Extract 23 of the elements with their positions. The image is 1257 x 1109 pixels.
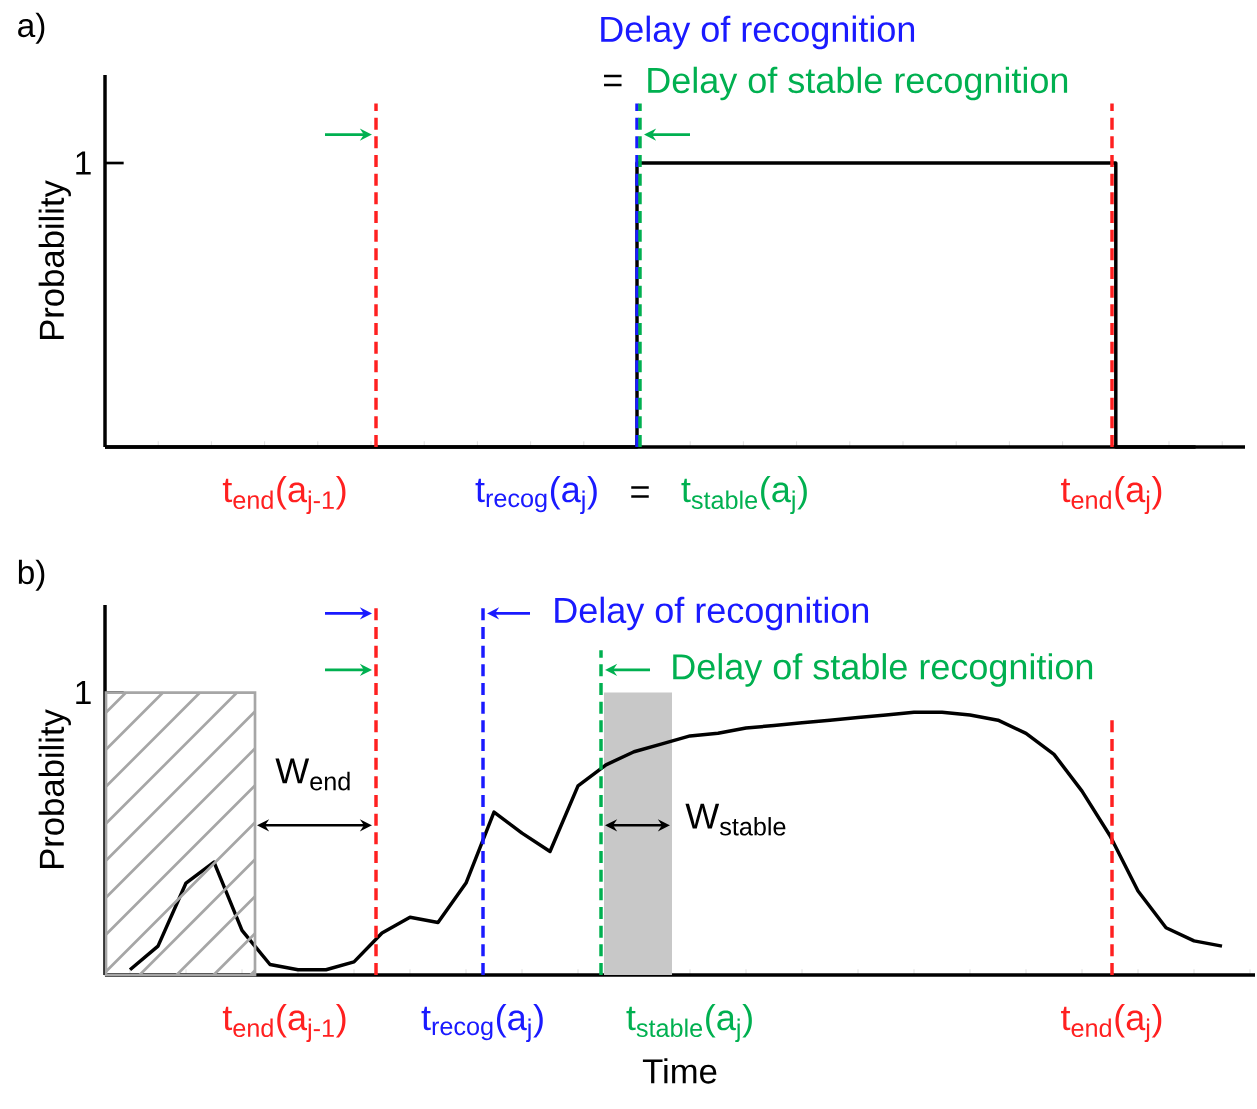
annotation: W$_{end}$ — [275, 758, 350, 791]
text: Delay of stable recognition — [673, 653, 1093, 687]
text: t$_{end}$(a$_{j-1}$) — [222, 475, 346, 515]
text: 1 — [76, 151, 91, 175]
text: 1 — [76, 681, 91, 705]
text: = — [631, 486, 649, 498]
annotation: W$_{stable}$ — [685, 803, 786, 836]
chart-title: a) — [18, 12, 45, 44]
chart-title: b) — [18, 559, 45, 591]
text: t$_{recog}$(a$_{j}$) — [421, 1003, 543, 1043]
text: t$_{stable}$(a$_{j}$) — [626, 1003, 752, 1043]
text: t$_{end}$(a$_{j-1}$) — [222, 1003, 346, 1043]
y-axis-title: Probability — [38, 180, 71, 340]
text: Delay of recognition — [601, 15, 915, 50]
text: = — [604, 74, 622, 87]
text: t$_{stable}$(a$_{j}$) — [681, 475, 807, 515]
x-axis-title: Time — [642, 1058, 717, 1084]
y-axis-title: Probability — [38, 709, 71, 869]
text: t$_{end}$(a$_{j}$) — [1061, 475, 1162, 515]
text: t$_{recog}$(a$_{j}$) — [475, 475, 597, 515]
text: Delay of stable recognition — [648, 66, 1068, 101]
text: t$_{end}$(a$_{j}$) — [1061, 1003, 1162, 1043]
text: Delay of recognition — [555, 596, 869, 631]
